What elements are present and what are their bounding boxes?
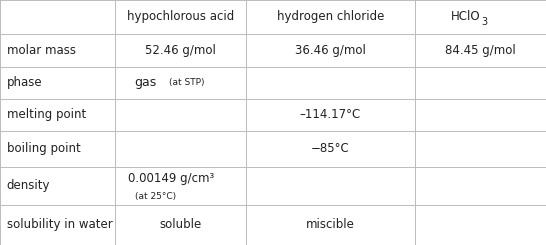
Text: density: density — [7, 179, 50, 192]
Text: (at STP): (at STP) — [169, 78, 205, 87]
Text: hypochlorous acid: hypochlorous acid — [127, 10, 234, 24]
Text: gas: gas — [134, 76, 156, 89]
Text: soluble: soluble — [159, 218, 201, 231]
Text: (at 25°C): (at 25°C) — [135, 192, 176, 201]
Text: 36.46 g/mol: 36.46 g/mol — [295, 44, 366, 57]
Text: boiling point: boiling point — [7, 142, 80, 155]
Text: 3: 3 — [481, 17, 487, 27]
Text: miscible: miscible — [306, 218, 355, 231]
Text: 52.46 g/mol: 52.46 g/mol — [145, 44, 216, 57]
Text: molar mass: molar mass — [7, 44, 75, 57]
Text: melting point: melting point — [7, 108, 86, 121]
Text: hydrogen chloride: hydrogen chloride — [277, 10, 384, 24]
Text: phase: phase — [7, 76, 42, 89]
Text: HClO: HClO — [451, 10, 480, 24]
Text: 0.00149 g/cm³: 0.00149 g/cm³ — [128, 172, 215, 185]
Text: –114.17°C: –114.17°C — [300, 108, 361, 121]
Text: −85°C: −85°C — [311, 142, 349, 155]
Text: solubility in water: solubility in water — [7, 218, 112, 231]
Text: 84.45 g/mol: 84.45 g/mol — [445, 44, 516, 57]
